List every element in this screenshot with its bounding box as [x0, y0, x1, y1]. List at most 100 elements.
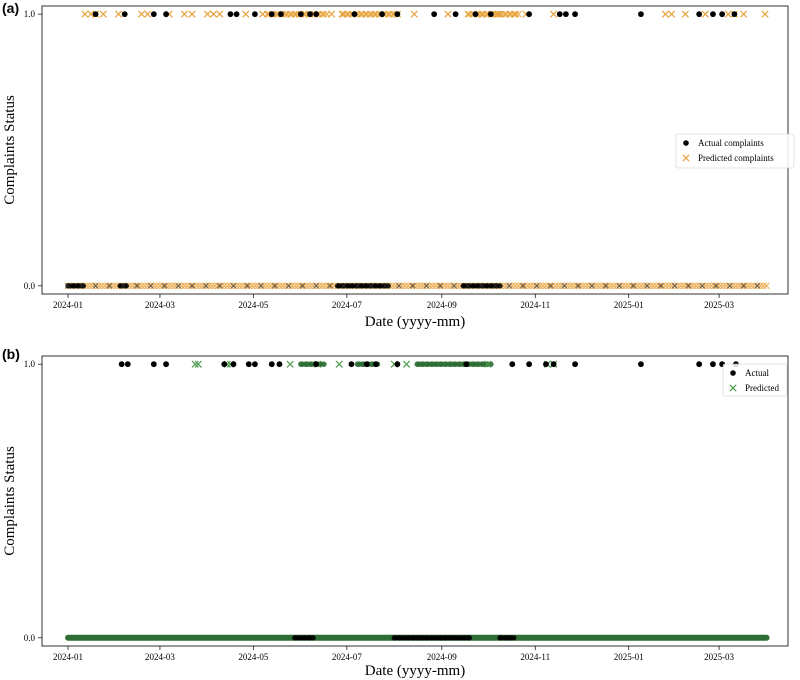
- predicted-point: [671, 282, 678, 289]
- actual-point: [348, 361, 355, 368]
- predicted-point: [453, 282, 461, 290]
- predicted-point: [272, 282, 280, 290]
- predicted-point: [657, 282, 664, 289]
- predicted-point: [464, 282, 471, 289]
- x-tick-label: 2024-05: [238, 300, 268, 310]
- predicted-point: [354, 282, 361, 289]
- actual-point: [394, 361, 401, 368]
- predicted-point: [65, 282, 71, 289]
- predicted-point: [502, 282, 510, 290]
- predicted-point: [628, 282, 636, 290]
- predicted-point: [338, 10, 346, 18]
- actual-point: [572, 11, 578, 18]
- predicted-point: [547, 282, 554, 289]
- predicted-point: [171, 282, 179, 290]
- x-tick-label: 2024-07: [332, 300, 362, 310]
- predicted-point: [416, 282, 424, 290]
- predicted-point: [251, 282, 259, 290]
- predicted-point: [585, 282, 593, 290]
- predicted-point: [107, 282, 115, 290]
- predicted-point: [518, 282, 525, 290]
- actual-point: [472, 11, 479, 18]
- legend-label-predicted: Predicted: [745, 383, 779, 393]
- x-tick-label: 2024-07: [332, 652, 362, 662]
- actual-point: [321, 361, 327, 368]
- legend-box: [722, 363, 788, 397]
- predicted-point: [520, 282, 526, 289]
- actual-point: [245, 361, 252, 368]
- predicted-point: [616, 282, 623, 289]
- x-tick-label: 2024-09: [427, 300, 457, 310]
- predicted-point: [242, 282, 250, 290]
- actual-point: [556, 11, 563, 18]
- predicted-point: [435, 282, 443, 290]
- predicted-point: [114, 10, 123, 18]
- predicted-point: [335, 360, 343, 368]
- predicted-point: [99, 10, 107, 18]
- predicted-point: [723, 282, 731, 290]
- predicted-point: [81, 10, 89, 18]
- predicted-point: [153, 282, 161, 290]
- actual-point: [150, 361, 157, 368]
- predicted-point: [646, 282, 654, 290]
- predicted-point: [649, 282, 657, 290]
- actual-point: [638, 11, 644, 18]
- actual-point: [313, 11, 320, 18]
- actual-point: [163, 361, 169, 368]
- predicted-point: [437, 282, 444, 289]
- predicted-point: [189, 282, 196, 289]
- actual-point: [221, 361, 228, 368]
- predicted-point: [539, 282, 547, 290]
- predicted-point: [236, 282, 244, 290]
- predicted-point: [205, 282, 213, 290]
- predicted-point: [591, 282, 599, 290]
- predicted-point: [203, 10, 212, 18]
- actual-point: [351, 11, 358, 18]
- predicted-point: [106, 282, 113, 289]
- predicted-point: [444, 10, 452, 18]
- predicted-point: [609, 282, 617, 290]
- predicted-point: [194, 360, 202, 368]
- predicted-point: [258, 282, 264, 289]
- predicted-point: [254, 282, 262, 290]
- predicted-point: [640, 282, 648, 290]
- predicted-point: [187, 282, 195, 290]
- predicted-point: [711, 282, 718, 290]
- predicted-point: [536, 282, 544, 290]
- predicted-point: [98, 282, 106, 290]
- predicted-point: [161, 282, 168, 289]
- predicted-point: [299, 282, 306, 289]
- y-axis-title: Complaints Status: [2, 95, 18, 205]
- predicted-point: [533, 282, 540, 289]
- predicted-point: [631, 282, 639, 290]
- predicted-point: [86, 282, 93, 290]
- predicted-point: [514, 10, 522, 18]
- predicted-point: [327, 282, 333, 289]
- predicted-point: [300, 282, 308, 290]
- actual-point: [297, 11, 304, 18]
- actual-point: [497, 283, 503, 289]
- predicted-point: [191, 360, 199, 368]
- predicted-point: [484, 360, 492, 368]
- predicted-point: [233, 282, 240, 290]
- predicted-point: [245, 282, 253, 290]
- predicted-point: [258, 10, 267, 18]
- predicted-point: [674, 282, 682, 290]
- actual-point: [696, 361, 703, 368]
- actual-point: [730, 370, 736, 376]
- x-tick-label: 2024-03: [145, 300, 175, 310]
- plot-frame: [41, 355, 789, 647]
- predicted-point: [291, 282, 299, 290]
- predicted-point: [144, 282, 152, 290]
- predicted-point: [340, 282, 347, 289]
- predicted-point: [132, 282, 139, 290]
- predicted-point: [492, 282, 499, 289]
- actual-point: [163, 11, 169, 18]
- predicted-point: [685, 282, 692, 289]
- predicted-point: [521, 282, 528, 290]
- predicted-point: [576, 282, 584, 290]
- predicted-point: [655, 282, 663, 290]
- predicted-point: [382, 282, 389, 289]
- x-tick-label: 2025-03: [704, 652, 734, 662]
- predicted-point: [325, 282, 332, 290]
